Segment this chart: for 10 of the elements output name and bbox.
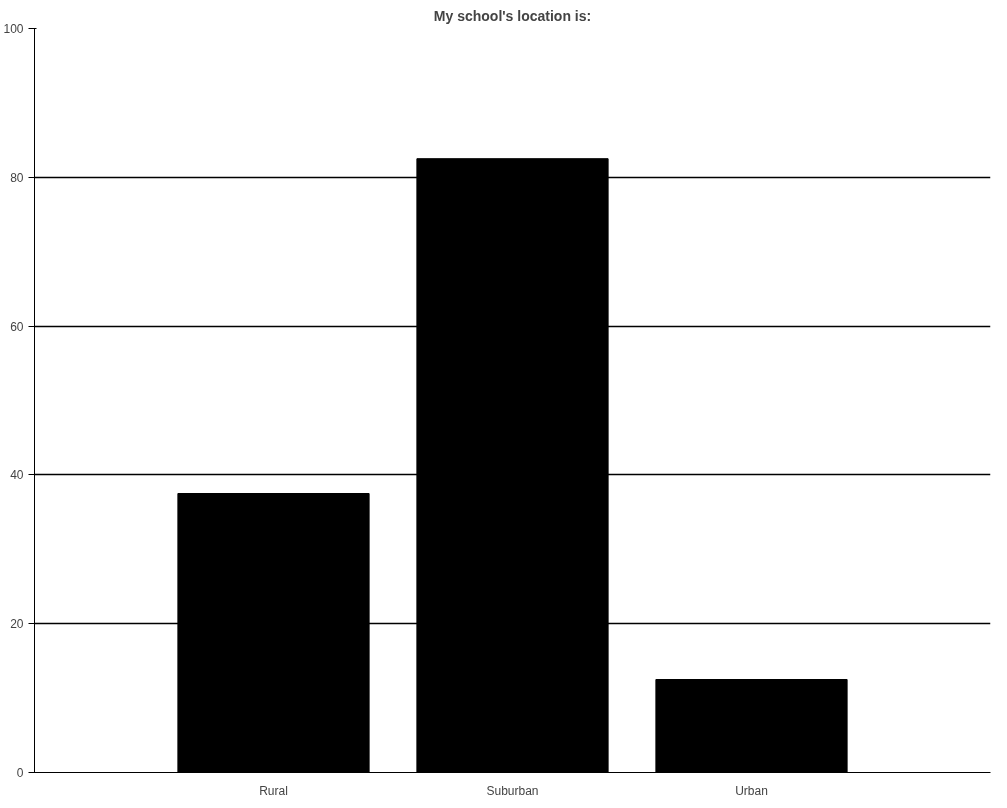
chart-title: My school's location is: [433, 7, 592, 24]
x-tick-label: Suburban [486, 783, 539, 798]
y-tick-label: 60 [10, 319, 24, 334]
y-tick-label: 40 [10, 468, 24, 483]
y-tick-label: 0 [16, 766, 24, 780]
x-tick-label: Urban [735, 783, 768, 798]
y-tick-label: 100 [3, 22, 24, 36]
x-tick-label: Rural [259, 783, 288, 798]
y-tick-label: 80 [10, 170, 24, 185]
y-tick-label: 20 [10, 617, 24, 632]
